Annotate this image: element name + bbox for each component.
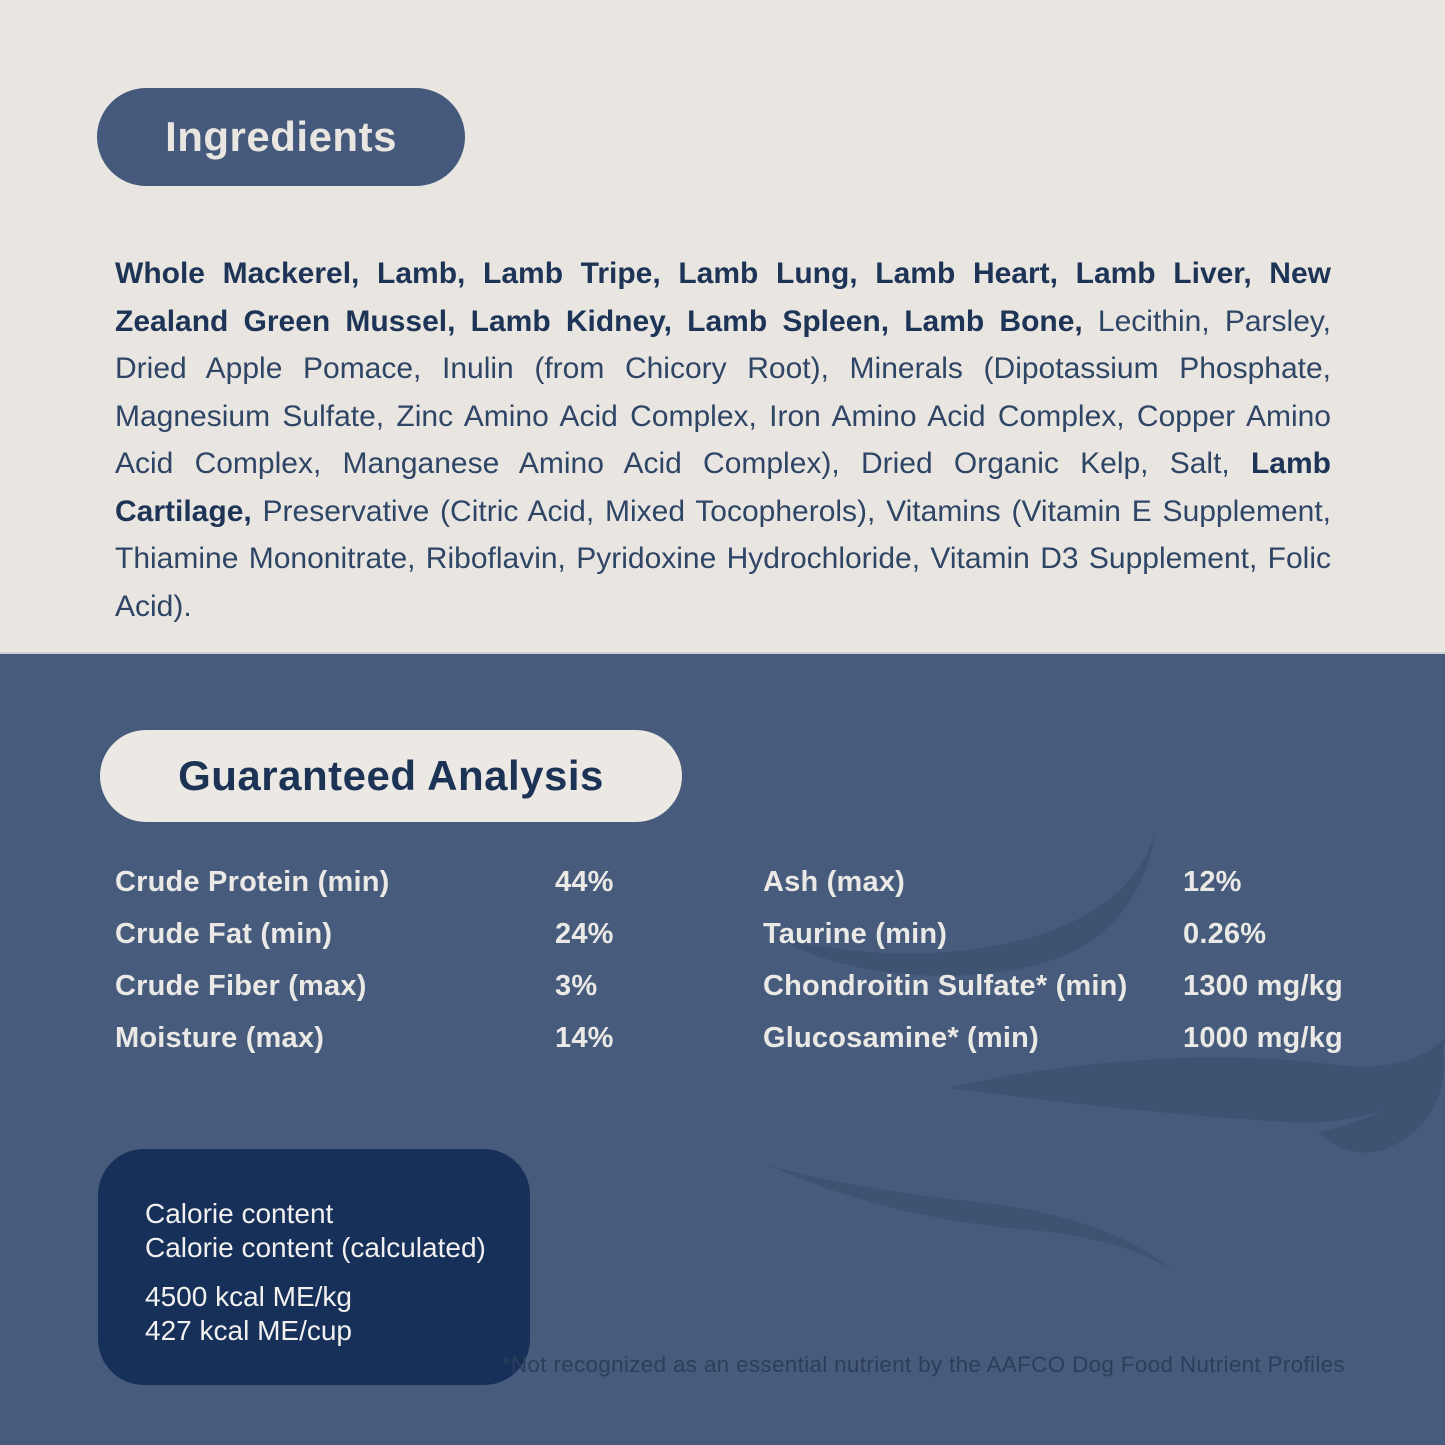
calorie-value-kg: 4500 kcal ME/kg xyxy=(145,1281,352,1312)
analysis-value: 14% xyxy=(555,1022,614,1054)
analysis-row: Crude Fat (min) 24% xyxy=(115,918,735,970)
analysis-label: Glucosamine* (min) xyxy=(763,1022,1039,1054)
analysis-row: Chondroitin Sulfate* (min) 1300 mg/kg xyxy=(763,970,1403,1022)
ingredients-title: Ingredients xyxy=(165,113,397,160)
calorie-values: 4500 kcal ME/kg 427 kcal ME/cup xyxy=(145,1280,530,1348)
guaranteed-analysis-title-pill: Guaranteed Analysis xyxy=(100,730,682,822)
analysis-value: 44% xyxy=(555,866,614,898)
analysis-value: 1300 mg/kg xyxy=(1183,970,1343,1002)
analysis-column-left: Crude Protein (min) 44% Crude Fat (min) … xyxy=(115,866,735,1074)
analysis-label: Chondroitin Sulfate* (min) xyxy=(763,970,1128,1002)
calorie-content-box: Calorie content Calorie content (calcula… xyxy=(98,1149,530,1385)
analysis-row: Crude Fiber (max) 3% xyxy=(115,970,735,1022)
calorie-heading-line1: Calorie content xyxy=(145,1198,334,1229)
ingredients-bold-lead: Whole Mackerel, Lamb, Lamb Tripe, Lamb L… xyxy=(115,257,1331,338)
analysis-label: Ash (max) xyxy=(763,866,905,898)
ingredients-section: Ingredients Whole Mackerel, Lamb, Lamb T… xyxy=(0,0,1445,652)
calorie-value-cup: 427 kcal ME/cup xyxy=(145,1315,352,1346)
guaranteed-analysis-title: Guaranteed Analysis xyxy=(178,752,604,799)
ingredients-bold-mid: Lamb Cartilage, xyxy=(115,447,1331,528)
analysis-row: Ash (max) 12% xyxy=(763,866,1403,918)
ingredients-title-pill: Ingredients xyxy=(97,88,465,186)
ingredients-regular-2: Preservative (Citric Acid, Mixed Tocophe… xyxy=(115,494,1331,623)
aafco-footnote: *Not recognized as an essential nutrient… xyxy=(501,1352,1345,1377)
analysis-label: Crude Protein (min) xyxy=(115,866,390,898)
analysis-row: Taurine (min) 0.26% xyxy=(763,918,1403,970)
analysis-row: Moisture (max) 14% xyxy=(115,1022,735,1074)
analysis-label: Crude Fat (min) xyxy=(115,918,333,950)
analysis-row: Crude Protein (min) 44% xyxy=(115,866,735,918)
analysis-value: 3% xyxy=(555,970,598,1002)
ingredients-list: Whole Mackerel, Lamb, Lamb Tripe, Lamb L… xyxy=(115,250,1331,630)
analysis-value: 12% xyxy=(1183,866,1242,898)
calorie-headings: Calorie content Calorie content (calcula… xyxy=(145,1197,530,1265)
analysis-value: 1000 mg/kg xyxy=(1183,1022,1343,1054)
analysis-column-right: Ash (max) 12% Taurine (min) 0.26% Chondr… xyxy=(763,866,1403,1074)
analysis-value: 24% xyxy=(555,918,614,950)
analysis-value: 0.26% xyxy=(1183,918,1267,950)
analysis-label: Crude Fiber (max) xyxy=(115,970,367,1002)
calorie-heading-line2: Calorie content (calculated) xyxy=(145,1232,486,1263)
ingredients-regular-1: Lecithin, Parsley, Dried Apple Pomace, I… xyxy=(115,304,1331,481)
analysis-label: Taurine (min) xyxy=(763,918,948,950)
guaranteed-analysis-section: Guaranteed Analysis Crude Protein (min) … xyxy=(0,652,1445,1445)
analysis-label: Moisture (max) xyxy=(115,1022,325,1054)
analysis-row: Glucosamine* (min) 1000 mg/kg xyxy=(763,1022,1403,1074)
